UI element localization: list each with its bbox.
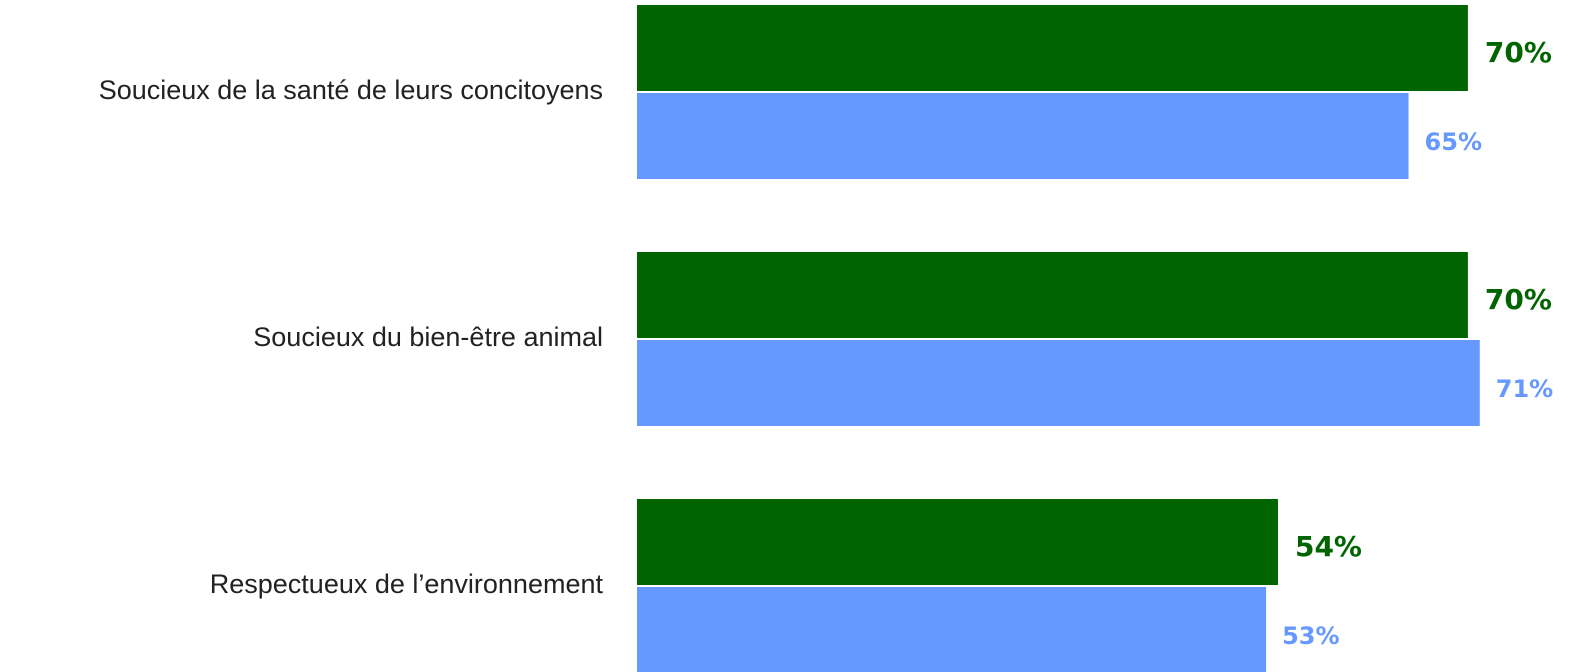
bar-series-2 [637,93,1409,179]
bar-series-2 [637,340,1480,426]
bar-series-1 [637,5,1468,91]
data-label: 70% [1485,283,1552,316]
category-label: Soucieux du bien-être animal [253,322,603,352]
data-label: 54% [1295,530,1362,563]
data-label: 53% [1282,622,1339,650]
category-label: Respectueux de l’environnement [210,569,604,599]
category-label: Soucieux de la santé de leurs concitoyen… [99,75,603,105]
data-label: 65% [1425,128,1482,156]
bar-series-1 [637,252,1468,338]
bar-series-1 [637,499,1278,585]
data-label: 71% [1496,375,1553,403]
data-label: 70% [1485,36,1552,69]
bar-series-2 [637,587,1267,672]
